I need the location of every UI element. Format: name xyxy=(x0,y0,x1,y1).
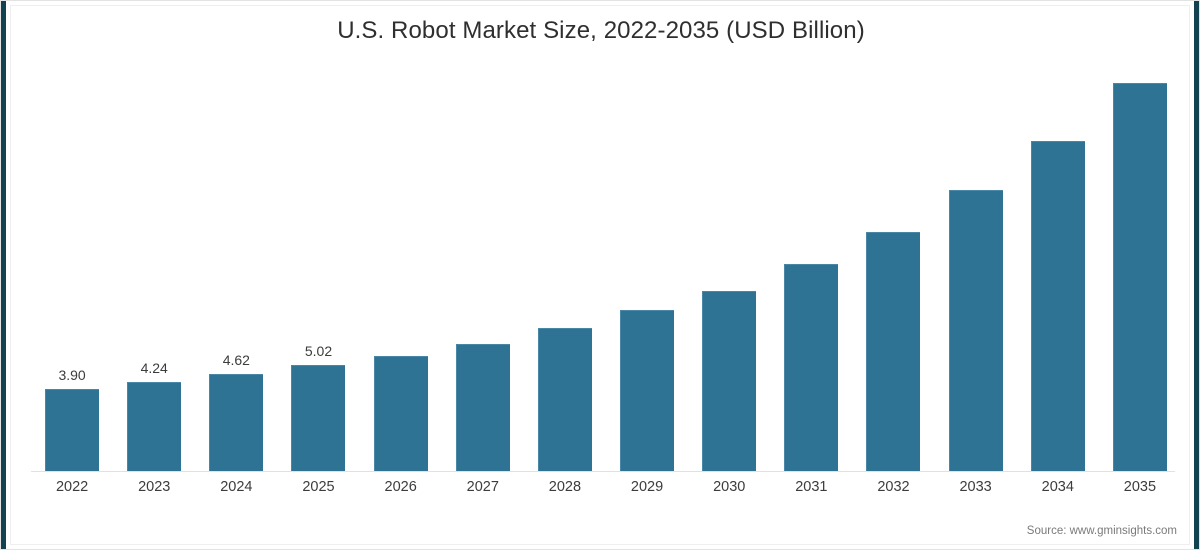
bar-group xyxy=(1017,61,1099,471)
bar xyxy=(127,382,182,471)
bar xyxy=(620,310,675,471)
x-tick-label-2034: 2034 xyxy=(1041,479,1074,495)
bar-group xyxy=(770,61,852,471)
x-tick-label-2030: 2030 xyxy=(713,479,746,495)
bar-group: 4.62 xyxy=(195,61,277,471)
bar-value-label: 5.02 xyxy=(304,343,333,359)
bar-value-label: 3.90 xyxy=(58,367,86,383)
chart-title: U.S. Robot Market Size, 2022-2035 (USD B… xyxy=(337,17,865,44)
bar xyxy=(948,190,1003,471)
bar-group: 4.24 xyxy=(113,61,195,471)
source-attribution: Source: www.gminsights.com xyxy=(1026,525,1177,537)
bar-group xyxy=(442,61,524,471)
bar xyxy=(1112,83,1167,471)
x-tick-label-2024: 2024 xyxy=(220,479,253,495)
bar xyxy=(455,344,510,471)
bar xyxy=(373,356,428,471)
bar xyxy=(702,291,757,471)
right-accent-stripe xyxy=(1194,1,1199,549)
x-tick-label-2022: 2022 xyxy=(55,479,89,495)
x-axis-tick-labels: 2022 2023 2024 2025 2026 2027 2028 2029 2030 2031… xyxy=(31,479,1181,503)
bar-value-label: 4.24 xyxy=(140,360,168,376)
bar-group: 3.90 xyxy=(31,61,113,471)
bar-group xyxy=(606,61,688,471)
bar-group xyxy=(852,61,934,471)
bar-group xyxy=(688,61,770,471)
bar xyxy=(291,365,346,471)
bar xyxy=(537,328,592,471)
left-accent-stripe xyxy=(1,1,6,549)
bar-group xyxy=(524,61,606,471)
x-tick-label-2032: 2032 xyxy=(877,479,910,495)
x-tick-label-2027: 2027 xyxy=(466,479,499,495)
x-tick-label-2026: 2026 xyxy=(384,479,417,495)
bar-group: 5.02 xyxy=(277,61,359,471)
bar xyxy=(1030,141,1085,471)
bar xyxy=(45,389,100,471)
x-tick-label-2033: 2033 xyxy=(959,479,992,495)
x-axis-baseline xyxy=(31,471,1175,472)
bar-group xyxy=(1099,61,1181,471)
x-tick-label-2023: 2023 xyxy=(138,479,171,495)
bar xyxy=(784,264,839,471)
x-tick-label-2025: 2025 xyxy=(302,479,335,495)
bar-group xyxy=(360,61,442,471)
x-tick-label-2028: 2028 xyxy=(548,479,582,495)
x-tick-label-2035: 2035 xyxy=(1123,479,1157,495)
bar xyxy=(866,232,921,471)
plot-area: 3.90 4.24 4.62 5.02 xyxy=(31,61,1181,472)
x-tick-label-2029: 2029 xyxy=(630,479,664,495)
bar-series: 3.90 4.24 4.62 5.02 xyxy=(31,61,1181,471)
bar-value-label: 4.62 xyxy=(222,352,250,368)
bar xyxy=(209,374,264,471)
x-tick-label-2031: 2031 xyxy=(795,479,828,495)
bar-group xyxy=(935,61,1017,471)
